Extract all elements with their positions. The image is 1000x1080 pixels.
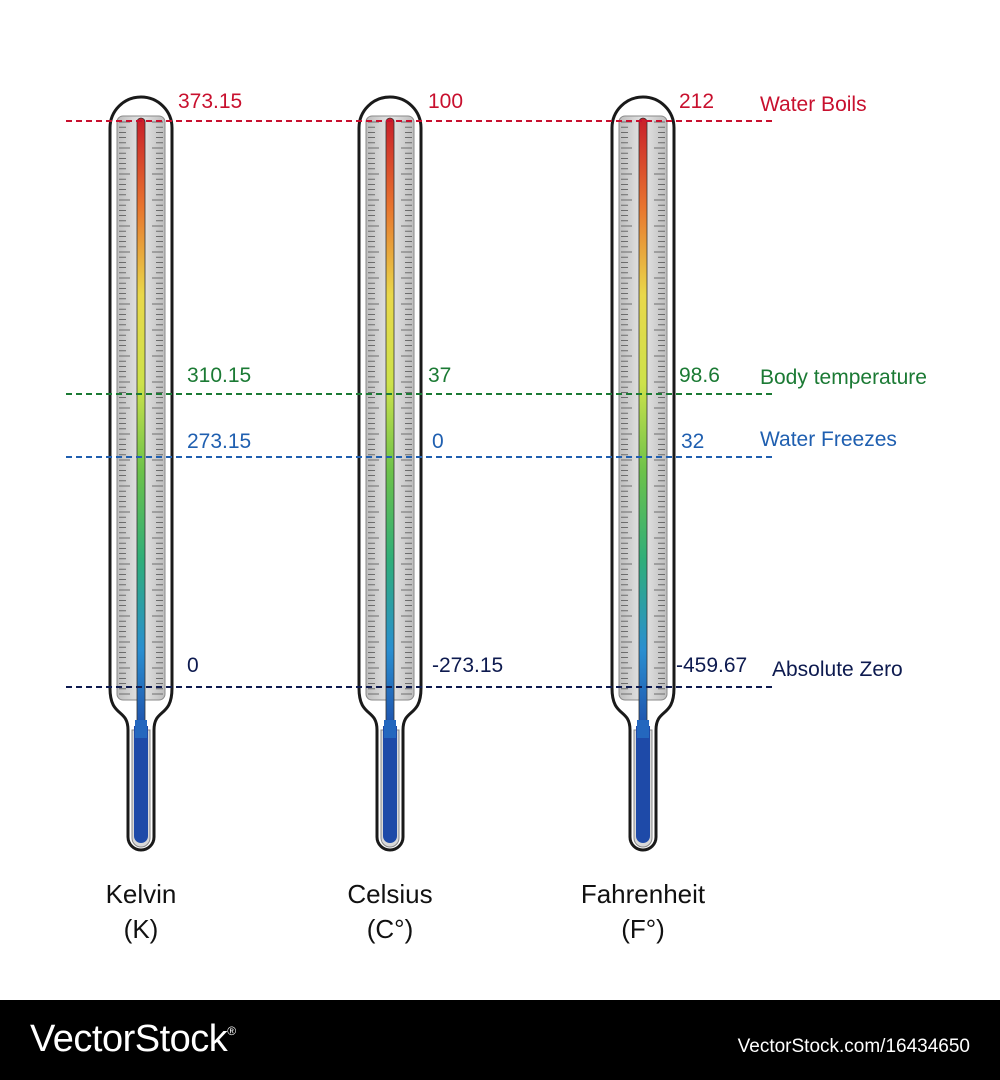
liquid-column	[136, 117, 146, 739]
celsius-water-boils-value: 100	[428, 90, 463, 113]
celsius-title: Celsius	[347, 879, 432, 909]
body-temperature-label: Body temperature	[760, 366, 927, 389]
image-id-text: VectorStock.com/16434650	[737, 1036, 970, 1057]
fahrenheit-title: Fahrenheit	[581, 879, 706, 909]
fahrenheit-thermometer	[610, 95, 676, 852]
kelvin-unit: (K)	[124, 914, 159, 944]
kelvin-water-freezes-value: 273.15	[187, 430, 251, 453]
celsius-absolute-zero-value: -273.15	[432, 654, 503, 677]
fahrenheit-body-temp-value: 98.6	[679, 364, 720, 387]
liquid-column	[638, 117, 648, 739]
watermark-footer: VectorStock® VectorStock.com/16434650	[0, 1000, 1000, 1080]
celsius-water-freezes-value: 0	[432, 430, 444, 453]
kelvin-title: Kelvin	[106, 879, 177, 909]
registered-mark: ®	[227, 1024, 236, 1038]
fahrenheit-water-freezes-value: 32	[681, 430, 704, 453]
water-freezes-label: Water Freezes	[760, 428, 897, 451]
celsius-thermometer	[357, 95, 423, 852]
brand-text: VectorStock	[30, 1018, 228, 1060]
kelvin-absolute-zero-value: 0	[187, 654, 199, 677]
temperature-scales-diagram: Water Boils Body temperature Water Freez…	[66, 90, 927, 944]
fahrenheit-unit: (F°)	[621, 914, 665, 944]
liquid-bulb	[636, 726, 650, 843]
liquid-bulb	[134, 726, 148, 843]
absolute-zero-label: Absolute Zero	[772, 658, 903, 681]
vectorstock-logo: VectorStock®	[30, 1018, 236, 1061]
kelvin-thermometer	[108, 95, 174, 852]
celsius-unit: (C°)	[367, 914, 414, 944]
kelvin-body-temp-value: 310.15	[187, 364, 251, 387]
fahrenheit-absolute-zero-value: -459.67	[676, 654, 747, 677]
liquid-bulb	[383, 726, 397, 843]
water-boils-label: Water Boils	[760, 93, 867, 116]
kelvin-water-boils-value: 373.15	[178, 90, 242, 113]
liquid-column	[385, 117, 395, 739]
fahrenheit-water-boils-value: 212	[679, 90, 714, 113]
celsius-body-temp-value: 37	[428, 364, 451, 387]
